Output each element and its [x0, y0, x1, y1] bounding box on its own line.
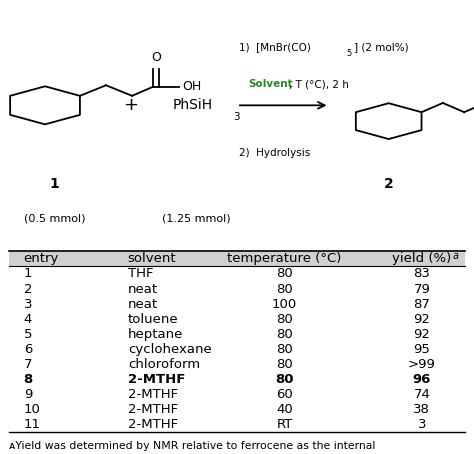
Text: (1.25 mmol): (1.25 mmol)	[163, 213, 231, 223]
Text: 1)  [MnBr(CO): 1) [MnBr(CO)	[239, 42, 311, 52]
Text: 96: 96	[413, 373, 431, 386]
Text: OH: OH	[182, 80, 201, 93]
Bar	[9, 252, 465, 266]
Text: 60: 60	[276, 388, 293, 401]
Text: 10: 10	[24, 403, 41, 416]
Text: 92: 92	[413, 328, 430, 340]
Text: neat: neat	[128, 282, 158, 296]
Text: 2-MTHF: 2-MTHF	[128, 388, 178, 401]
Text: 80: 80	[276, 267, 293, 281]
Text: 83: 83	[413, 267, 430, 281]
Text: 2-MTHF: 2-MTHF	[128, 373, 185, 386]
Text: 79: 79	[413, 282, 430, 296]
Text: +: +	[123, 96, 138, 114]
Text: 38: 38	[413, 403, 430, 416]
Text: entry: entry	[24, 252, 59, 266]
Text: , T (°C), 2 h: , T (°C), 2 h	[289, 79, 349, 89]
Text: 2-MTHF: 2-MTHF	[128, 418, 178, 431]
Text: yield (%): yield (%)	[392, 252, 451, 266]
Text: 40: 40	[276, 403, 293, 416]
Text: 3: 3	[418, 418, 426, 431]
Text: ] (2 mol%): ] (2 mol%)	[354, 42, 409, 52]
Text: 95: 95	[413, 343, 430, 355]
Text: chloroform: chloroform	[128, 358, 200, 371]
Text: 80: 80	[275, 373, 294, 386]
Text: 74: 74	[413, 388, 430, 401]
Text: 6: 6	[24, 343, 32, 355]
Text: toluene: toluene	[128, 313, 179, 326]
Text: 3: 3	[233, 112, 240, 122]
Text: a: a	[453, 251, 459, 261]
Text: 2: 2	[24, 282, 32, 296]
Text: 11: 11	[24, 418, 41, 431]
Text: neat: neat	[128, 297, 158, 311]
Text: 100: 100	[272, 297, 297, 311]
Text: 7: 7	[24, 358, 32, 371]
Text: 1: 1	[50, 178, 59, 191]
Text: RT: RT	[276, 418, 292, 431]
Text: THF: THF	[128, 267, 154, 281]
Text: >99: >99	[408, 358, 436, 371]
Text: 80: 80	[276, 282, 293, 296]
Text: (0.5 mmol): (0.5 mmol)	[24, 213, 85, 223]
Text: 2-MTHF: 2-MTHF	[128, 403, 178, 416]
Text: 5: 5	[346, 49, 351, 59]
Text: O: O	[151, 51, 161, 64]
Text: heptane: heptane	[128, 328, 183, 340]
Text: 92: 92	[413, 313, 430, 326]
Text: 80: 80	[276, 343, 293, 355]
Text: 80: 80	[276, 328, 293, 340]
Text: 2)  Hydrolysis: 2) Hydrolysis	[239, 148, 310, 158]
Text: 2: 2	[384, 178, 393, 191]
Text: PhSiH: PhSiH	[173, 99, 213, 112]
Text: 87: 87	[413, 297, 430, 311]
Text: 4: 4	[24, 313, 32, 326]
Text: solvent: solvent	[128, 252, 176, 266]
Text: 8: 8	[24, 373, 33, 386]
Text: 5: 5	[24, 328, 32, 340]
Text: 3: 3	[24, 297, 32, 311]
Text: cyclohexane: cyclohexane	[128, 343, 212, 355]
Text: 1: 1	[24, 267, 32, 281]
Text: Solvent: Solvent	[248, 79, 292, 89]
Text: 9: 9	[24, 388, 32, 401]
Text: 80: 80	[276, 358, 293, 371]
Text: 80: 80	[276, 313, 293, 326]
Text: ᴀYield was determined by NMR relative to ferrocene as the internal: ᴀYield was determined by NMR relative to…	[9, 441, 376, 451]
Text: temperature (°C): temperature (°C)	[227, 252, 342, 266]
